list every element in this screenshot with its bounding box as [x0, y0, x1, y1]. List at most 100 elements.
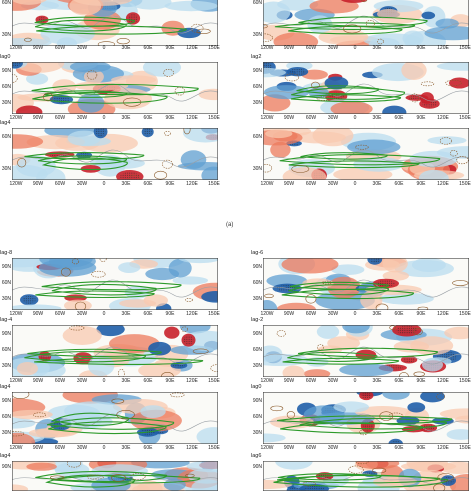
longitude-tick: 60W [55, 182, 65, 187]
subfigure-a-label: (a) [226, 222, 233, 228]
lag-label: lag-4 [0, 318, 12, 324]
longitude-tick: 150E [208, 46, 220, 51]
anomaly-map [263, 325, 469, 377]
latitude-tick: 30N [251, 297, 262, 302]
latitude-tick: 90N [0, 399, 11, 404]
anomaly-map [12, 62, 218, 114]
anomaly-shading [427, 136, 466, 144]
anomaly-shading [407, 402, 425, 412]
longitude-tick: 60E [144, 379, 153, 384]
longitude-tick: 120W [260, 116, 273, 121]
map-panel-a-l0 [12, 0, 218, 46]
map-layers [263, 128, 469, 180]
longitude-tick: 30W [328, 46, 338, 51]
longitude-tick: 60E [144, 312, 153, 317]
map-panel-a-r0 [263, 0, 469, 46]
longitude-tick: 60W [55, 379, 65, 384]
latitude-tick: 30N [0, 33, 11, 38]
latitude-tick: 60N [251, 135, 262, 140]
longitude-tick: 90W [33, 182, 43, 187]
map-panel-b-r0 [263, 258, 469, 310]
longitude-tick: 120W [260, 446, 273, 451]
longitude-tick: 60E [144, 446, 153, 451]
longitude-tick: 150E [208, 312, 220, 317]
anomaly-shading [339, 363, 393, 376]
anomaly-shading [347, 140, 400, 155]
longitude-tick: 150E [459, 379, 471, 384]
longitude-tick: 90E [417, 182, 426, 187]
anomaly-shading [422, 358, 443, 372]
longitude-tick: 30E [373, 379, 382, 384]
significance-stipple [403, 357, 415, 362]
longitude-tick: 120W [9, 116, 22, 121]
longitude-tick: 60W [306, 379, 316, 384]
longitude-tick: 0 [354, 379, 357, 384]
latitude-tick: 60N [0, 348, 11, 353]
anomaly-map [12, 128, 218, 180]
latitude-tick: 90N [251, 69, 262, 74]
map-panel-b-l3 [12, 461, 218, 491]
longitude-tick: 30E [122, 116, 131, 121]
longitude-tick: 120W [9, 182, 22, 187]
latitude-tick: 90N [251, 465, 262, 470]
longitude-tick: 0 [103, 312, 106, 317]
longitude-tick: 60W [306, 116, 316, 121]
longitude-tick: 120E [186, 446, 198, 451]
map-layers [263, 392, 469, 444]
longitude-tick: 30W [328, 182, 338, 187]
map-layers [12, 461, 218, 491]
anomaly-shading [265, 129, 292, 138]
longitude-tick: 0 [103, 446, 106, 451]
figure: (a) 60N 30N 120W 90W 60W 30W 0 30E 60E 90E 120E 150… [0, 0, 474, 474]
anomaly-map [263, 0, 469, 46]
map-layers [263, 258, 469, 310]
map-layers [12, 0, 218, 46]
latitude-tick: 90N [0, 465, 11, 470]
latitude-tick: 30N [0, 101, 11, 106]
longitude-tick: 0 [354, 312, 357, 317]
longitude-tick: 120E [186, 46, 198, 51]
significance-stipple [79, 153, 90, 158]
map-panel-b-l2 [12, 392, 218, 444]
longitude-tick: 120W [9, 46, 22, 51]
latitude-tick: 60N [0, 415, 11, 420]
longitude-tick: 90W [284, 312, 294, 317]
anomaly-shading [410, 336, 453, 355]
longitude-tick: 120E [437, 116, 449, 121]
latitude-tick: 60N [0, 281, 11, 286]
longitude-tick: 120E [437, 446, 449, 451]
longitude-tick: 60W [55, 46, 65, 51]
anomaly-shading [420, 92, 434, 104]
anomaly-shading [111, 75, 156, 84]
longitude-tick: 30W [328, 446, 338, 451]
lag-label: lag-2 [251, 318, 263, 324]
longitude-tick: 90W [33, 312, 43, 317]
latitude-tick: 60N [251, 85, 262, 90]
longitude-tick: 30W [77, 116, 87, 121]
longitude-tick: 90E [166, 312, 175, 317]
latitude-tick: 30N [0, 431, 11, 436]
anomaly-shading [17, 362, 38, 375]
map-layers [263, 62, 469, 114]
latitude-tick: 30N [251, 101, 262, 106]
longitude-tick: 60E [395, 379, 404, 384]
latitude-tick: 30N [251, 364, 262, 369]
map-panel-b-r1 [263, 325, 469, 377]
longitude-tick: 90W [33, 116, 43, 121]
longitude-tick: 30W [77, 182, 87, 187]
latitude-tick: 60N [0, 135, 11, 140]
longitude-tick: 90W [284, 116, 294, 121]
map-layers [12, 258, 218, 310]
lag-label: lag2 [251, 55, 261, 61]
longitude-tick: 0 [354, 446, 357, 451]
anomaly-shading [119, 299, 156, 307]
longitude-tick: 120E [437, 312, 449, 317]
anomaly-map [12, 0, 218, 46]
longitude-tick: 150E [208, 446, 220, 451]
longitude-tick: 120W [260, 182, 273, 187]
map-layers [12, 325, 218, 377]
longitude-tick: 150E [208, 116, 220, 121]
latitude-tick: 60N [0, 1, 11, 6]
longitude-tick: 60E [395, 116, 404, 121]
longitude-tick: 0 [103, 182, 106, 187]
